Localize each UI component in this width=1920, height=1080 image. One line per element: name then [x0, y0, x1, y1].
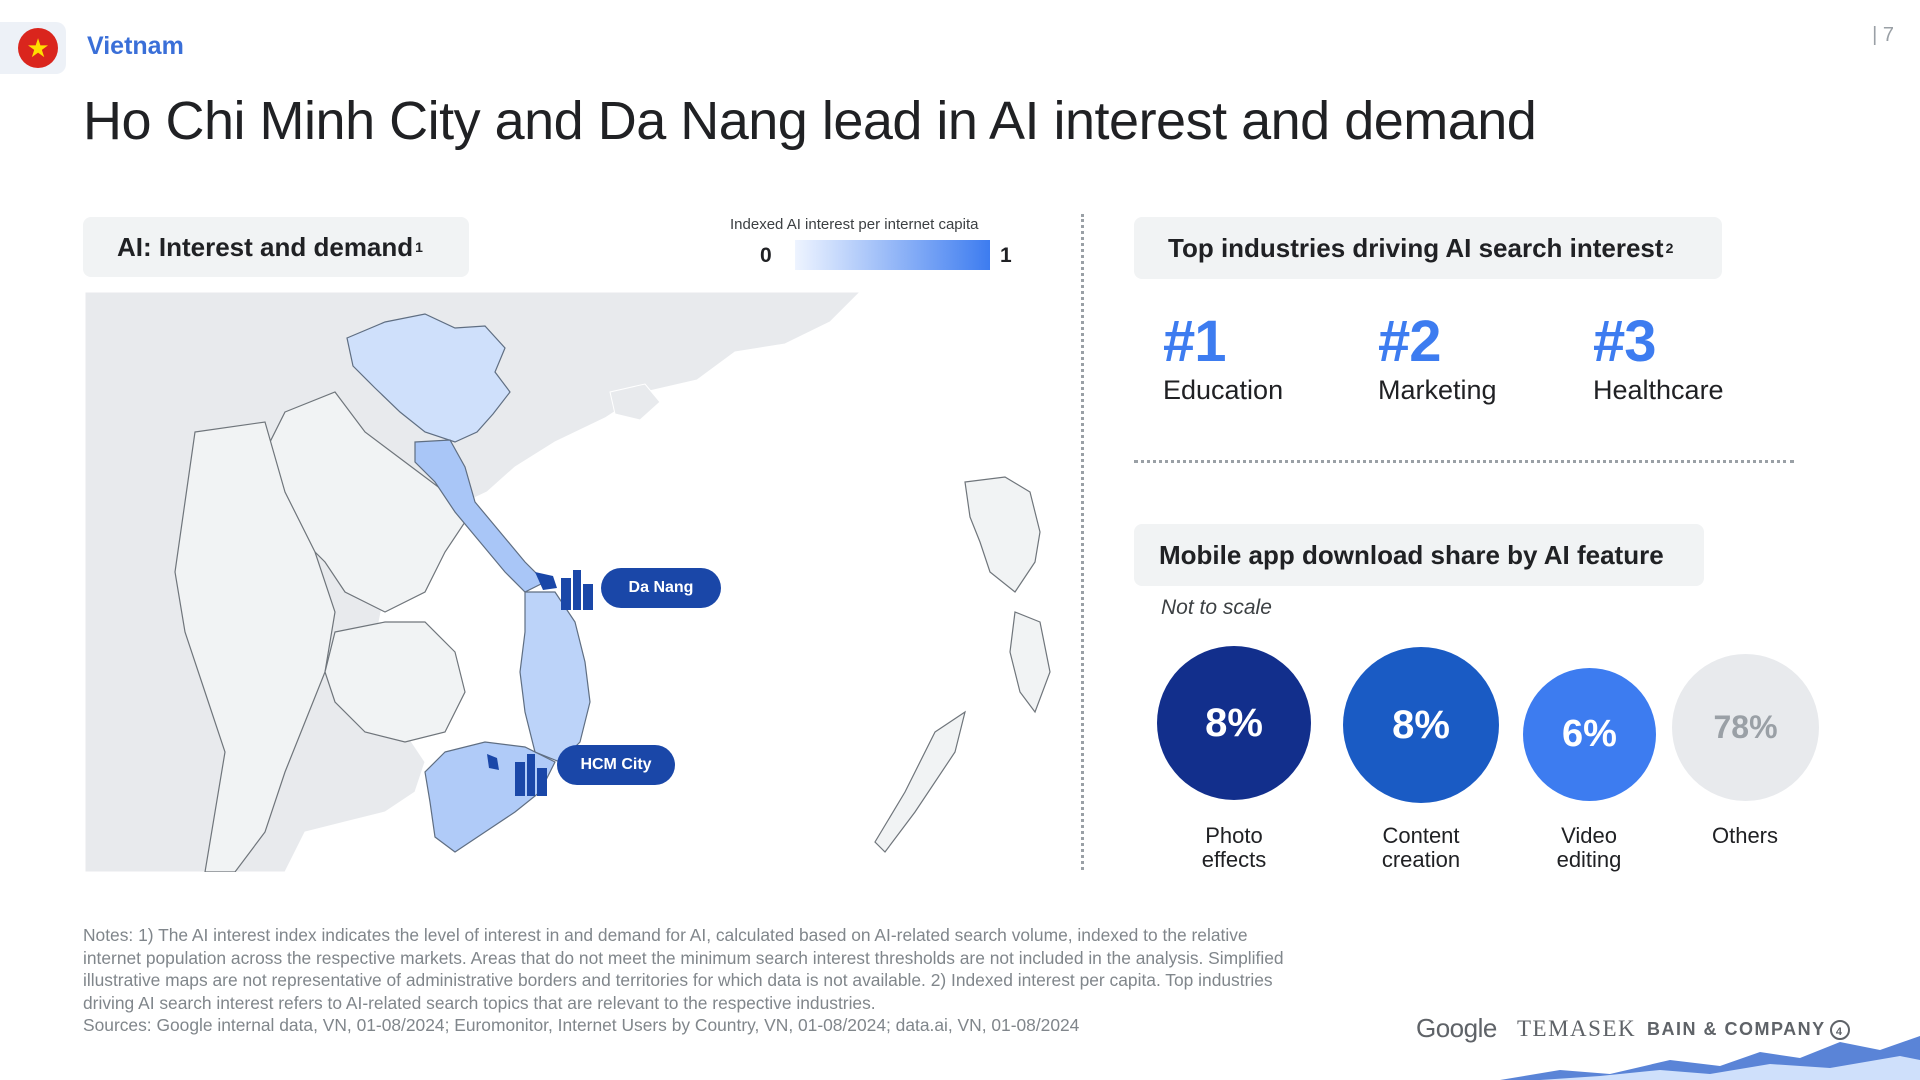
not-to-scale-note: Not to scale — [1161, 596, 1272, 619]
hcm-building-icon — [515, 754, 547, 796]
bubble-label-line: Video — [1561, 823, 1617, 848]
hainan-island — [609, 383, 661, 421]
bubble-label-line: creation — [1381, 847, 1461, 872]
google-logo: Google — [1416, 1013, 1497, 1043]
map-panel-heading-text: AI: Interest and demand — [117, 231, 414, 262]
legend-title: Indexed AI interest per internet capita — [730, 216, 979, 233]
downloads-heading: Mobile app download share by AI feature — [1134, 524, 1704, 586]
legend-gradient-bar — [795, 240, 990, 270]
vietnam-north — [346, 313, 511, 443]
footnotes: Notes: 1) The AI interest index indicate… — [83, 924, 1303, 1037]
vietnam-flag-icon: ★ — [18, 28, 58, 68]
industry-rank: #3 — [1593, 309, 1657, 374]
philippines-islands — [1009, 611, 1051, 714]
bubble-photo-effects: 8% — [1157, 646, 1311, 800]
bubble-label-content-creation: Content creation — [1361, 824, 1481, 872]
temasek-logo: TEMASEK — [1517, 1016, 1637, 1041]
bubble-label-line: editing — [1556, 847, 1622, 872]
bubble-label-video-editing: Video editing — [1529, 824, 1649, 872]
hcm-city-label: HCM City — [557, 745, 675, 785]
da-nang-region — [535, 572, 557, 590]
legend-min: 0 — [760, 244, 772, 267]
sources-text: Sources: Google internal data, VN, 01-08… — [83, 1015, 1080, 1035]
bain-logo: BAIN & COMPANY 4 — [1647, 1019, 1850, 1041]
industry-label: Education — [1163, 375, 1284, 405]
country-name: Vietnam — [87, 32, 184, 60]
industries-heading-text: Top industries driving AI search interes… — [1168, 232, 1664, 263]
industries-heading: Top industries driving AI search interes… — [1134, 217, 1722, 279]
industry-item-2: #2 Marketing — [1378, 308, 1497, 406]
cambodia-region — [324, 621, 466, 743]
industry-item-3: #3 Healthcare — [1593, 308, 1724, 406]
philippines-region — [964, 476, 1041, 593]
legend-max: 1 — [1000, 244, 1012, 267]
bain-logo-text: BAIN & COMPANY — [1647, 1019, 1826, 1039]
bubble-label-others: Others — [1685, 824, 1805, 848]
da-nang-building-icon — [561, 570, 593, 610]
bubble-label-line: Others — [1711, 823, 1779, 848]
bubble-others: 78% — [1672, 654, 1819, 801]
bubble-label-line: effects — [1201, 847, 1267, 872]
palawan-island — [874, 710, 966, 853]
bain-mark-icon: 4 — [1829, 1020, 1850, 1041]
vietnam-map — [85, 292, 1053, 872]
industry-rank: #2 — [1378, 309, 1442, 374]
industry-item-1: #1 Education — [1163, 308, 1283, 406]
industry-label: Marketing — [1378, 375, 1497, 405]
industry-label: Healthcare — [1593, 375, 1724, 405]
bubble-label-line: Photo — [1205, 823, 1263, 848]
industries-heading-footnote: 2 — [1665, 240, 1674, 256]
bubble-video-editing: 6% — [1523, 668, 1656, 801]
industry-rank: #1 — [1163, 309, 1227, 374]
page-number: | 7 — [1872, 24, 1894, 46]
vertical-divider — [1081, 214, 1084, 870]
page-title: Ho Chi Minh City and Da Nang lead in AI … — [83, 91, 1537, 151]
bubble-label-line: Content — [1382, 823, 1460, 848]
bubble-label-photo-effects: Photo effects — [1174, 824, 1294, 872]
map-panel-heading-footnote: 1 — [415, 239, 423, 255]
da-nang-label: Da Nang — [601, 568, 721, 608]
bubble-content-creation: 8% — [1343, 647, 1499, 803]
map-svg — [85, 292, 1053, 872]
map-panel-heading: AI: Interest and demand 1 — [83, 217, 469, 277]
notes-text: Notes: 1) The AI interest index indicate… — [83, 925, 1284, 1013]
horizontal-divider — [1134, 460, 1794, 463]
thailand-region — [174, 421, 336, 872]
mountain-decoration-icon — [1500, 1036, 1920, 1080]
vietnam-north-central — [414, 439, 547, 593]
hcm-region — [487, 754, 499, 770]
